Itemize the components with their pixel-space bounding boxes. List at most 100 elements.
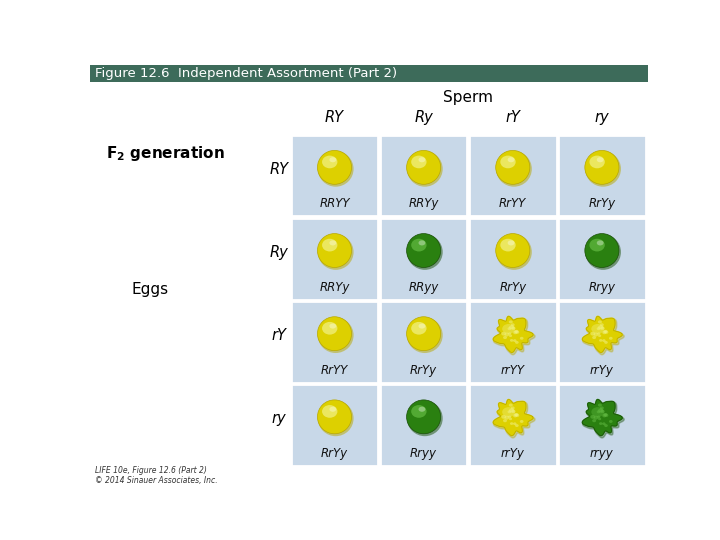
Ellipse shape bbox=[585, 234, 621, 270]
Ellipse shape bbox=[604, 414, 608, 417]
Ellipse shape bbox=[591, 324, 604, 334]
FancyBboxPatch shape bbox=[291, 301, 378, 383]
Ellipse shape bbox=[516, 414, 519, 417]
Ellipse shape bbox=[322, 405, 338, 418]
Ellipse shape bbox=[501, 415, 506, 419]
Ellipse shape bbox=[411, 156, 426, 168]
Ellipse shape bbox=[590, 156, 605, 168]
Ellipse shape bbox=[520, 420, 523, 423]
Ellipse shape bbox=[508, 157, 515, 163]
Ellipse shape bbox=[511, 327, 516, 330]
Ellipse shape bbox=[513, 422, 516, 425]
Ellipse shape bbox=[418, 407, 426, 412]
Ellipse shape bbox=[496, 151, 532, 187]
Ellipse shape bbox=[318, 151, 354, 187]
Ellipse shape bbox=[407, 317, 441, 350]
Ellipse shape bbox=[322, 156, 338, 168]
Ellipse shape bbox=[609, 420, 613, 423]
Ellipse shape bbox=[598, 334, 601, 337]
Text: ry: ry bbox=[271, 411, 287, 426]
Ellipse shape bbox=[609, 337, 613, 340]
Ellipse shape bbox=[600, 407, 604, 409]
Ellipse shape bbox=[600, 410, 605, 413]
Ellipse shape bbox=[508, 333, 511, 335]
Ellipse shape bbox=[590, 415, 595, 419]
Ellipse shape bbox=[508, 416, 511, 418]
Polygon shape bbox=[582, 316, 622, 353]
FancyBboxPatch shape bbox=[380, 384, 467, 466]
Text: RRYy: RRYy bbox=[320, 281, 350, 294]
Ellipse shape bbox=[602, 422, 606, 425]
Polygon shape bbox=[494, 317, 535, 355]
Ellipse shape bbox=[514, 330, 518, 333]
Text: RY: RY bbox=[269, 161, 289, 177]
Ellipse shape bbox=[515, 341, 518, 344]
Ellipse shape bbox=[515, 424, 518, 427]
Ellipse shape bbox=[604, 330, 608, 334]
Ellipse shape bbox=[318, 401, 354, 436]
Ellipse shape bbox=[329, 240, 336, 246]
Ellipse shape bbox=[318, 318, 354, 353]
Ellipse shape bbox=[598, 417, 601, 420]
Ellipse shape bbox=[407, 401, 443, 436]
Ellipse shape bbox=[509, 320, 513, 323]
FancyBboxPatch shape bbox=[380, 301, 467, 383]
Ellipse shape bbox=[500, 156, 516, 168]
Text: Sperm: Sperm bbox=[444, 90, 493, 105]
Ellipse shape bbox=[411, 239, 426, 252]
Text: Ry: Ry bbox=[414, 110, 433, 125]
Ellipse shape bbox=[600, 327, 605, 330]
Ellipse shape bbox=[597, 157, 603, 163]
Ellipse shape bbox=[407, 151, 443, 187]
Ellipse shape bbox=[585, 151, 619, 184]
FancyBboxPatch shape bbox=[380, 218, 467, 300]
Ellipse shape bbox=[508, 327, 511, 330]
Text: Rryy: Rryy bbox=[588, 281, 616, 294]
Ellipse shape bbox=[509, 417, 512, 420]
Text: ry: ry bbox=[595, 110, 609, 125]
Ellipse shape bbox=[598, 403, 602, 407]
Ellipse shape bbox=[502, 324, 516, 334]
FancyBboxPatch shape bbox=[558, 218, 646, 300]
Ellipse shape bbox=[504, 333, 509, 336]
Text: RrYy: RrYy bbox=[588, 198, 616, 211]
Ellipse shape bbox=[511, 407, 515, 409]
FancyBboxPatch shape bbox=[380, 135, 467, 217]
Ellipse shape bbox=[418, 240, 426, 246]
Ellipse shape bbox=[504, 416, 509, 420]
Ellipse shape bbox=[598, 320, 602, 323]
Ellipse shape bbox=[585, 151, 621, 187]
Polygon shape bbox=[582, 317, 624, 355]
Text: rrYy: rrYy bbox=[501, 447, 525, 460]
Ellipse shape bbox=[598, 325, 603, 329]
FancyBboxPatch shape bbox=[469, 218, 557, 300]
Ellipse shape bbox=[509, 325, 514, 329]
Ellipse shape bbox=[322, 322, 338, 335]
Ellipse shape bbox=[604, 341, 608, 344]
Ellipse shape bbox=[418, 323, 426, 329]
Ellipse shape bbox=[411, 405, 426, 418]
Text: rrYY: rrYY bbox=[501, 364, 525, 377]
FancyBboxPatch shape bbox=[558, 384, 646, 466]
Ellipse shape bbox=[593, 416, 598, 420]
Text: RrYY: RrYY bbox=[499, 198, 526, 211]
Text: rryy: rryy bbox=[590, 447, 613, 460]
Ellipse shape bbox=[597, 410, 600, 413]
Ellipse shape bbox=[503, 419, 507, 422]
Text: Eggs: Eggs bbox=[132, 282, 169, 297]
FancyBboxPatch shape bbox=[469, 301, 557, 383]
Polygon shape bbox=[582, 400, 624, 438]
Ellipse shape bbox=[495, 151, 530, 184]
Ellipse shape bbox=[508, 410, 511, 413]
FancyBboxPatch shape bbox=[469, 384, 557, 466]
Ellipse shape bbox=[510, 339, 513, 342]
Ellipse shape bbox=[590, 332, 595, 335]
Ellipse shape bbox=[591, 407, 604, 417]
Ellipse shape bbox=[520, 337, 523, 340]
Ellipse shape bbox=[597, 240, 603, 246]
FancyBboxPatch shape bbox=[90, 65, 648, 82]
Ellipse shape bbox=[496, 234, 532, 270]
Text: RRYy: RRYy bbox=[408, 198, 438, 211]
Ellipse shape bbox=[585, 234, 619, 267]
Ellipse shape bbox=[600, 323, 604, 326]
